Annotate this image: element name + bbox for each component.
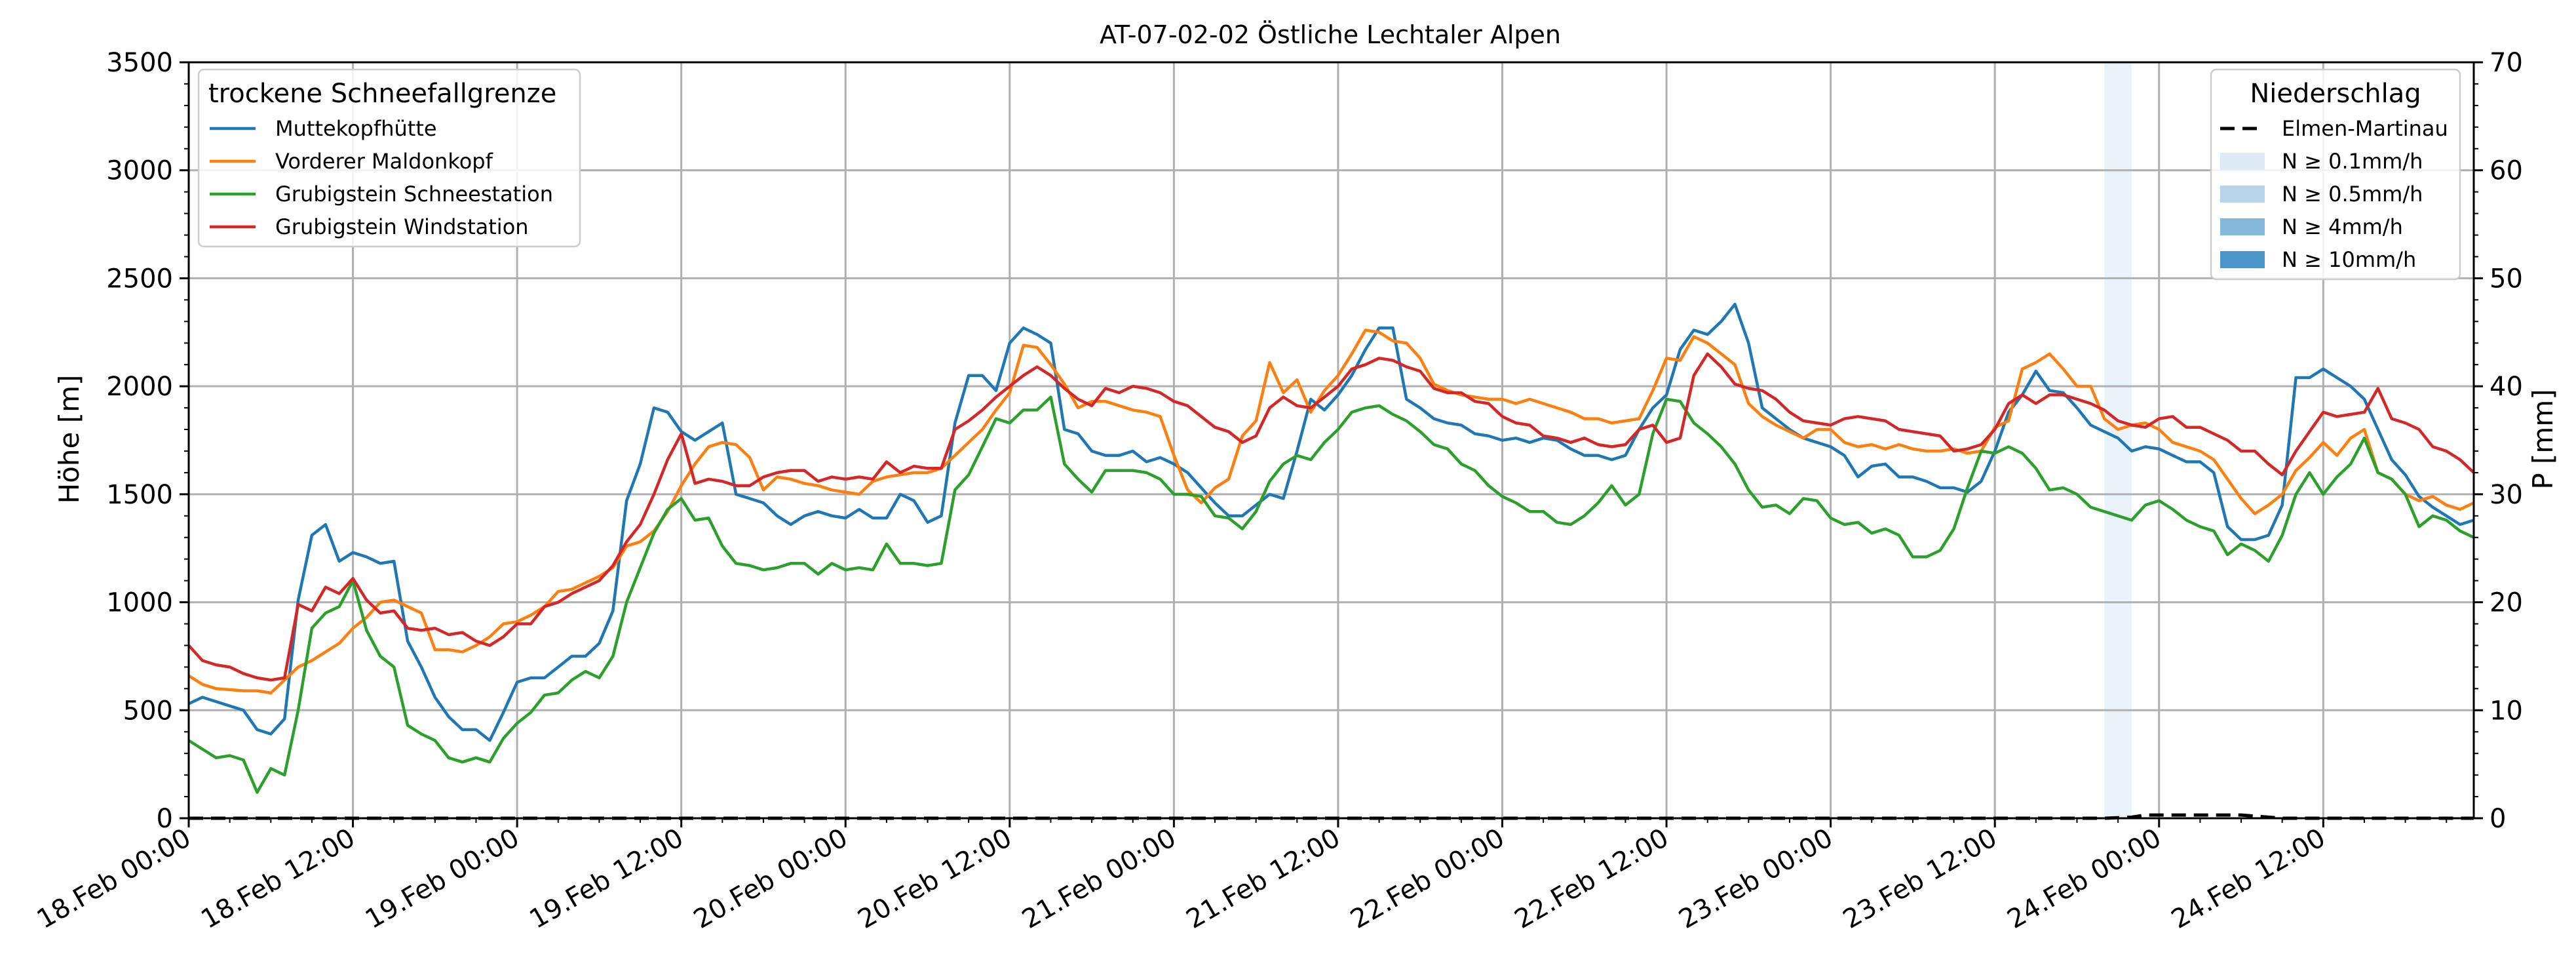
y-tick-label: 1000 <box>106 588 173 618</box>
y-tick-label: 2500 <box>106 264 173 294</box>
legend-precip-label: N ≥ 0.1mm/h <box>2282 149 2423 174</box>
y-tick-label: 0 <box>157 804 173 834</box>
legend-precip-items: Elmen-Martinau N ≥ 0.1mm/h N ≥ 0.5mm/h N ≥ … <box>2220 116 2448 272</box>
legend-snowline-label: Vorderer Maldonkopf <box>275 149 493 174</box>
series-line <box>187 395 2474 794</box>
series-layer <box>187 302 2475 794</box>
legend-precip-title: Niederschlag <box>2250 79 2421 109</box>
y-tick-label: 2000 <box>106 372 173 402</box>
legend-precip-swatch <box>2220 186 2265 203</box>
legend-precip-label: N ≥ 10mm/h <box>2282 247 2416 272</box>
plot-frame <box>187 61 2475 820</box>
y-right-tick-label: 20 <box>2489 588 2523 618</box>
legend-snowline-title: trockene Schneefallgrenze <box>208 79 556 109</box>
y-tick-label: 3000 <box>106 156 173 186</box>
precip-band-layer <box>2104 62 2132 818</box>
legend-precip-label: N ≥ 4mm/h <box>2282 214 2403 239</box>
legend-precip: Niederschlag Elmen-Martinau N ≥ 0.1mm/h N … <box>2210 68 2461 281</box>
y-tick-label: 1500 <box>106 480 173 510</box>
y-right-tick-label: 70 <box>2489 48 2523 78</box>
y-tick-label: 3500 <box>106 48 173 78</box>
legend-precip-label: N ≥ 0.5mm/h <box>2282 182 2423 207</box>
series-line <box>187 352 2475 682</box>
legend-snowline-frame <box>197 68 581 248</box>
y-tick-label: 500 <box>123 696 173 726</box>
legend-precip-swatch <box>2220 218 2265 235</box>
series-line <box>187 328 2474 695</box>
precip-band <box>2104 62 2132 818</box>
legend-precip-frame <box>2210 68 2461 281</box>
y-right-tick-label: 60 <box>2489 156 2523 186</box>
legend-snowline-label: Muttekopfhütte <box>275 116 437 141</box>
legend-snowline-items: Muttekopfhütte Vorderer Maldonkopf Grubigs… <box>210 116 553 239</box>
legend-snowline-label: Grubigstein Schneestation <box>275 182 553 207</box>
legend-snowline-label: Grubigstein Windstation <box>275 214 529 239</box>
legend-precip-swatch <box>2220 153 2265 170</box>
y-axis-label: Höhe [m] <box>53 375 85 504</box>
y-right-tick-label: 50 <box>2489 264 2523 294</box>
y-right-tick-label: 40 <box>2489 372 2523 402</box>
y-right-tick-label: 0 <box>2489 804 2506 834</box>
series-line <box>188 302 2474 742</box>
legend-precip-swatch <box>2220 251 2265 268</box>
legend-precip-label: Elmen-Martinau <box>2282 116 2448 141</box>
y-right-tick-label: 30 <box>2489 480 2523 510</box>
chart-title: AT-07-02-02 Östliche Lechtaler Alpen <box>1100 20 1561 49</box>
y-right-tick-label: 10 <box>2489 696 2523 726</box>
y-axis-right-label: P [mm] <box>2527 389 2559 489</box>
legend-snowline: trockene Schneefallgrenze Muttekopfhütte… <box>197 68 581 248</box>
